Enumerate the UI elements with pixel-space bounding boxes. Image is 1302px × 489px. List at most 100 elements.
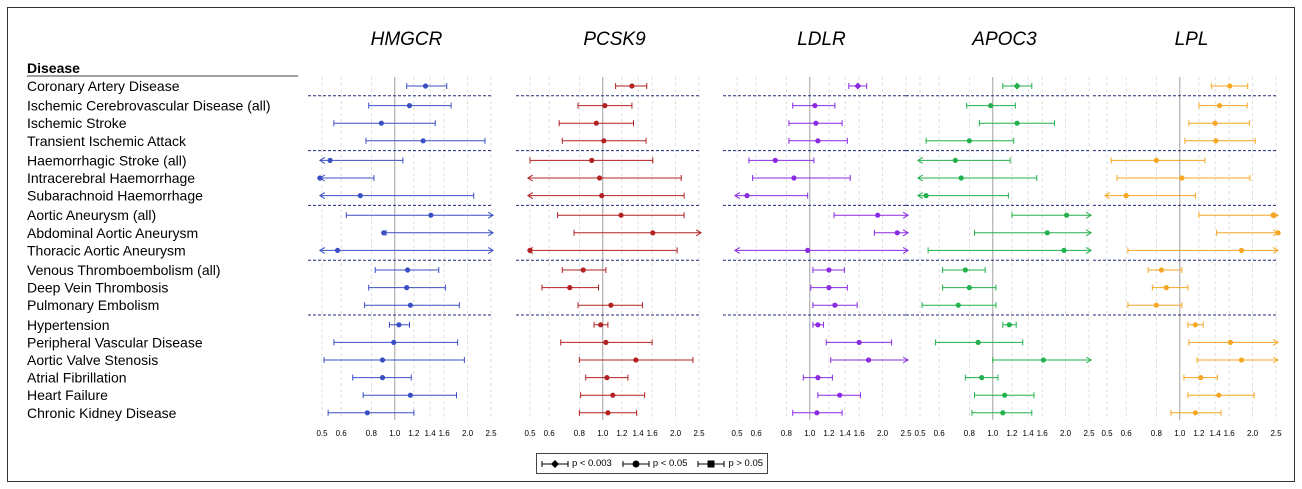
tick-label: 0.6: [544, 429, 556, 438]
tick-label: 1.4: [425, 429, 437, 438]
tick-label: 2.5: [900, 429, 912, 438]
point-estimate: [327, 157, 333, 163]
point-estimate: [604, 375, 610, 381]
ci-arrow-left: [318, 156, 326, 164]
point-estimate: [567, 285, 573, 291]
tick-label: 0.6: [934, 429, 946, 438]
disease-label: Aortic Valve Stenosis: [27, 352, 158, 368]
point-estimate: [1192, 322, 1198, 328]
legend-label: p < 0.003: [571, 458, 612, 469]
tick-label: 0.5: [316, 429, 328, 438]
ci-arrow-right: [1085, 356, 1093, 364]
tick-label: 1.0: [1174, 429, 1186, 438]
tick-label: 1.4: [1210, 429, 1222, 438]
point-estimate: [1006, 322, 1012, 328]
point-estimate: [603, 339, 609, 345]
point-estimate: [975, 339, 981, 345]
tick-label: 0.5: [524, 429, 536, 438]
point-estimate: [1238, 247, 1245, 253]
disease-label: Peripheral Vascular Disease: [27, 334, 203, 350]
ci-arrow-right: [487, 229, 495, 237]
tick-label: 1.6: [1037, 429, 1049, 438]
tick-label: 0.6: [1121, 429, 1133, 438]
point-estimate: [605, 410, 611, 416]
tick-label: 0.5: [1101, 429, 1113, 438]
tick-label: 1.4: [1023, 429, 1035, 438]
ci-arrow-right: [902, 356, 910, 364]
disease-label: Thoracic Aortic Aneurysm: [27, 242, 186, 258]
ci-arrow-left: [916, 192, 924, 200]
point-estimate: [832, 302, 838, 308]
point-estimate: [805, 247, 811, 253]
point-estimate: [1064, 212, 1070, 218]
gene-title: APOC3: [971, 29, 1037, 50]
point-estimate: [602, 103, 608, 109]
legend-item-pns: p > 0.05: [697, 458, 763, 469]
tick-label: 1.0: [804, 429, 816, 438]
figure-frame: [7, 7, 1295, 482]
tick-label: 1.0: [987, 429, 999, 438]
tick-label: 1.2: [1193, 429, 1205, 438]
disease-label: Abdominal Aortic Aneurysm: [27, 225, 198, 241]
point-estimate: [633, 357, 639, 363]
gene-title: LDLR: [797, 29, 846, 50]
point-estimate: [979, 375, 985, 381]
point-estimate: [1002, 392, 1008, 398]
point-estimate: [837, 392, 843, 398]
point-estimate: [1198, 375, 1204, 381]
point-estimate: [854, 82, 862, 90]
tick-label: 0.5: [914, 429, 926, 438]
tick-label: 2.0: [670, 429, 682, 438]
point-estimate: [1216, 392, 1222, 398]
tick-label: 2.5: [1083, 429, 1095, 438]
point-estimate: [1270, 212, 1276, 218]
point-estimate: [527, 247, 533, 253]
disease-label: Hypertension: [27, 317, 110, 333]
point-estimate: [580, 267, 586, 273]
point-estimate: [1044, 230, 1050, 236]
point-estimate: [812, 103, 818, 109]
point-estimate: [407, 392, 413, 398]
tick-label: 1.4: [633, 429, 645, 438]
point-estimate: [865, 357, 872, 363]
point-estimate: [826, 285, 832, 291]
point-estimate: [966, 285, 972, 291]
disease-label: Ischemic Cerebrovascular Disease (all): [27, 98, 271, 114]
circle-marker-icon: [622, 460, 650, 467]
tick-label: 2.5: [1270, 429, 1282, 438]
point-estimate: [856, 339, 862, 345]
disease-label: Chronic Kidney Disease: [27, 405, 177, 421]
diamond-marker-icon: [541, 459, 569, 468]
disease-label: Atrial Fibrillation: [27, 370, 127, 386]
point-estimate: [955, 302, 961, 308]
point-estimate: [1000, 410, 1006, 416]
tick-label: 1.4: [840, 429, 852, 438]
square-marker-icon: [697, 460, 725, 467]
tick-label: 2.0: [1247, 429, 1259, 438]
point-estimate: [826, 267, 832, 273]
tick-label: 1.2: [823, 429, 835, 438]
tick-label: 1.2: [408, 429, 420, 438]
ci-arrow-left: [318, 246, 326, 254]
ci-arrow-left: [526, 174, 534, 182]
point-estimate: [923, 193, 929, 199]
point-estimate: [407, 302, 413, 308]
point-estimate: [815, 138, 821, 144]
gene-title: LPL: [1175, 29, 1209, 50]
tick-label: 1.2: [616, 429, 628, 438]
point-estimate: [396, 322, 402, 328]
ci-arrow-right: [1272, 338, 1280, 346]
point-estimate: [364, 410, 370, 416]
point-estimate: [334, 247, 341, 253]
tick-label: 0.8: [1151, 429, 1163, 438]
point-estimate: [599, 193, 605, 199]
point-estimate: [875, 212, 881, 218]
ci-arrow-left: [916, 156, 924, 164]
tick-label: 0.6: [336, 429, 348, 438]
disease-label: Aortic Aneurysm (all): [27, 207, 156, 223]
point-estimate: [1227, 83, 1233, 89]
point-estimate: [791, 175, 797, 181]
point-estimate: [378, 120, 384, 126]
ci-arrow-left: [733, 192, 741, 200]
point-estimate: [815, 375, 821, 381]
